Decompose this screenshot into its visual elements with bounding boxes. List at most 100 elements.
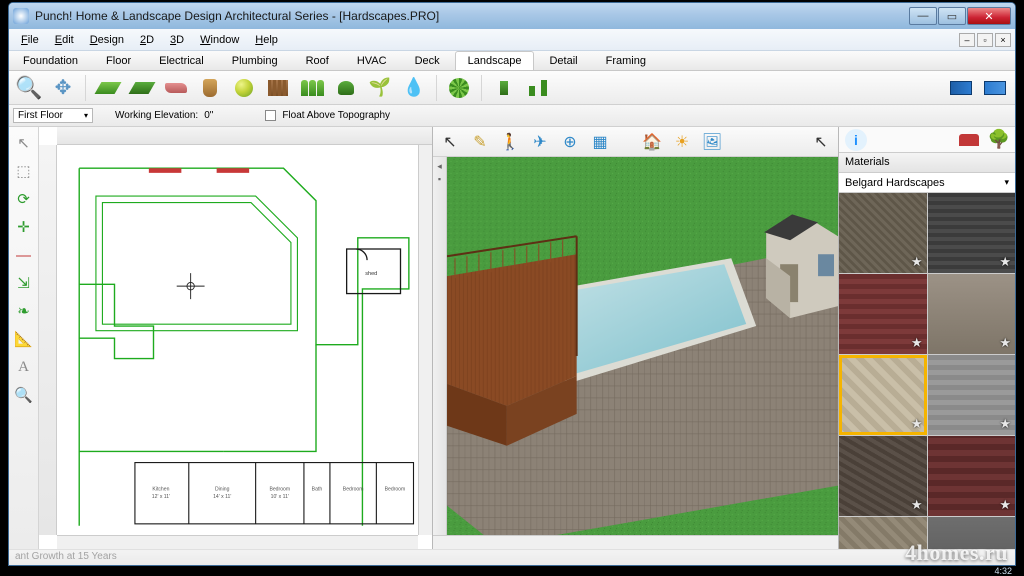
minimize-button[interactable]: —	[909, 7, 937, 25]
terrain2-icon[interactable]	[128, 74, 156, 102]
svg-text:Bedroom: Bedroom	[343, 486, 364, 492]
sphere-icon[interactable]	[230, 74, 258, 102]
text-tool-icon[interactable]: A	[12, 355, 36, 379]
materials-controls: i 🌳	[839, 127, 1015, 153]
view-chip1-icon[interactable]	[947, 74, 975, 102]
close-button[interactable]: ✕	[967, 7, 1011, 25]
tab-deck[interactable]: Deck	[402, 51, 453, 70]
rotate-tool-icon[interactable]: ⟳	[12, 187, 36, 211]
terrain1-icon[interactable]	[94, 74, 122, 102]
ruler-vertical[interactable]	[39, 145, 57, 535]
edging2-icon[interactable]	[524, 74, 552, 102]
tab-floor[interactable]: Floor	[93, 51, 144, 70]
material-swatch[interactable]: ★	[928, 355, 1016, 435]
leaf-tool-icon[interactable]: ❧	[12, 299, 36, 323]
select-tool-icon[interactable]: ↖	[12, 131, 36, 155]
plan-scroll-v[interactable]	[418, 145, 432, 535]
mdi-minimize-icon[interactable]: –	[959, 33, 975, 47]
zoom2-tool-icon[interactable]: 🔍	[12, 383, 36, 407]
materials-header: Materials	[839, 153, 1015, 173]
canvas-3d[interactable]	[447, 157, 838, 535]
fly-icon[interactable]: ✈	[527, 130, 553, 154]
sun-icon[interactable]: ☀	[669, 130, 695, 154]
svg-text:shed: shed	[365, 271, 377, 277]
view3d-gutter[interactable]: ◂▪	[433, 157, 447, 535]
workarea: ↖ ⬚ ⟳ ✛ — ⇲ ❧ 📐 A 🔍	[9, 127, 1015, 549]
irrigation-icon[interactable]: 💧	[400, 74, 428, 102]
hedge-icon[interactable]	[298, 74, 326, 102]
window-title: Punch! Home & Landscape Design Architect…	[35, 9, 909, 23]
mdi-close-icon[interactable]: ×	[995, 33, 1011, 47]
floorplan3d-icon[interactable]: ▦	[587, 130, 613, 154]
menu-design[interactable]: Design	[82, 32, 132, 48]
cursor3d-icon[interactable]: ↖	[437, 130, 463, 154]
tab-foundation[interactable]: Foundation	[10, 51, 91, 70]
arrow-tool-icon[interactable]: ⇲	[12, 271, 36, 295]
material-swatch[interactable]: ★	[839, 274, 927, 354]
material-swatch[interactable]: ★	[839, 436, 927, 516]
status-text: ant Growth at 15 Years	[15, 551, 117, 562]
materials-grid: ★★★★★★★★★★	[839, 193, 1015, 549]
tab-plumbing[interactable]: Plumbing	[219, 51, 291, 70]
texture-disc-icon[interactable]	[445, 74, 473, 102]
tab-roof[interactable]: Roof	[293, 51, 342, 70]
elevation-value: 0"	[204, 110, 213, 121]
render-settings-icon[interactable]: 🖼	[699, 130, 725, 154]
material-swatch[interactable]: ★	[839, 193, 927, 273]
move-tool-icon[interactable]: ✛	[12, 215, 36, 239]
furniture-icon[interactable]	[959, 130, 979, 150]
chevron-down-icon: ▾	[1004, 177, 1009, 188]
pan-tool-icon[interactable]: ✥	[49, 74, 77, 102]
float-topography-label: Float Above Topography	[282, 110, 390, 121]
compass-icon[interactable]: ⊕	[557, 130, 583, 154]
walk-icon[interactable]: 🚶	[497, 130, 523, 154]
menu-help[interactable]: Help	[247, 32, 286, 48]
measure-tool-icon[interactable]: 📐	[12, 327, 36, 351]
floor-select[interactable]: First Floor▾	[13, 108, 93, 123]
maximize-button[interactable]: ▭	[938, 7, 966, 25]
menu-window[interactable]: Window	[192, 32, 247, 48]
float-topography-checkbox[interactable]	[265, 110, 276, 121]
materials-category[interactable]: Belgard Hardscapes ▾	[839, 173, 1015, 193]
svg-text:14' x 11': 14' x 11'	[213, 494, 231, 500]
tab-electrical[interactable]: Electrical	[146, 51, 217, 70]
status-bar: ant Growth at 15 Years	[9, 549, 1015, 565]
titlebar[interactable]: Punch! Home & Landscape Design Architect…	[9, 3, 1015, 29]
cursor-indicator-icon: ↖	[808, 130, 834, 154]
edging1-icon[interactable]	[490, 74, 518, 102]
material-swatch[interactable]: ★	[928, 436, 1016, 516]
plan-view[interactable]: shed	[39, 127, 433, 549]
plan-scroll-h[interactable]	[57, 535, 418, 549]
tab-hvac[interactable]: HVAC	[344, 51, 400, 70]
info-icon[interactable]: i	[845, 129, 867, 151]
view3d-scroll[interactable]	[433, 535, 838, 549]
zoom-tool-icon[interactable]: 🔍	[15, 74, 43, 102]
tree-lib-icon[interactable]: 🌳	[989, 130, 1009, 150]
tab-detail[interactable]: Detail	[536, 51, 590, 70]
elevation-label: Working Elevation:	[115, 110, 198, 121]
hardscape-slab-icon[interactable]	[162, 74, 190, 102]
fence-icon[interactable]	[264, 74, 292, 102]
eyedropper-icon[interactable]: ✎	[467, 130, 493, 154]
house-icon[interactable]: 🏠	[639, 130, 665, 154]
plan-canvas[interactable]: shed	[57, 145, 432, 535]
menu-3d[interactable]: 3D	[162, 32, 192, 48]
favorite-star-icon: ★	[911, 416, 923, 432]
menu-file[interactable]: File	[13, 32, 47, 48]
mdi-restore-icon[interactable]: ▫	[977, 33, 993, 47]
plant-icon[interactable]: 🌱	[366, 74, 394, 102]
material-swatch[interactable]: ★	[839, 355, 927, 435]
tab-framing[interactable]: Framing	[593, 51, 659, 70]
material-swatch[interactable]: ★	[928, 193, 1016, 273]
tab-landscape[interactable]: Landscape	[455, 51, 535, 70]
menu-edit[interactable]: Edit	[47, 32, 82, 48]
options-bar: First Floor▾ Working Elevation: 0" Float…	[9, 105, 1015, 127]
menu-2d[interactable]: 2D	[132, 32, 162, 48]
shrub-icon[interactable]	[332, 74, 360, 102]
select-region-icon[interactable]: ⬚	[12, 159, 36, 183]
material-swatch[interactable]: ★	[928, 274, 1016, 354]
view-chip2-icon[interactable]	[981, 74, 1009, 102]
planter-icon[interactable]	[196, 74, 224, 102]
line-tool-icon[interactable]: —	[12, 243, 36, 267]
ruler-horizontal[interactable]	[57, 127, 432, 145]
